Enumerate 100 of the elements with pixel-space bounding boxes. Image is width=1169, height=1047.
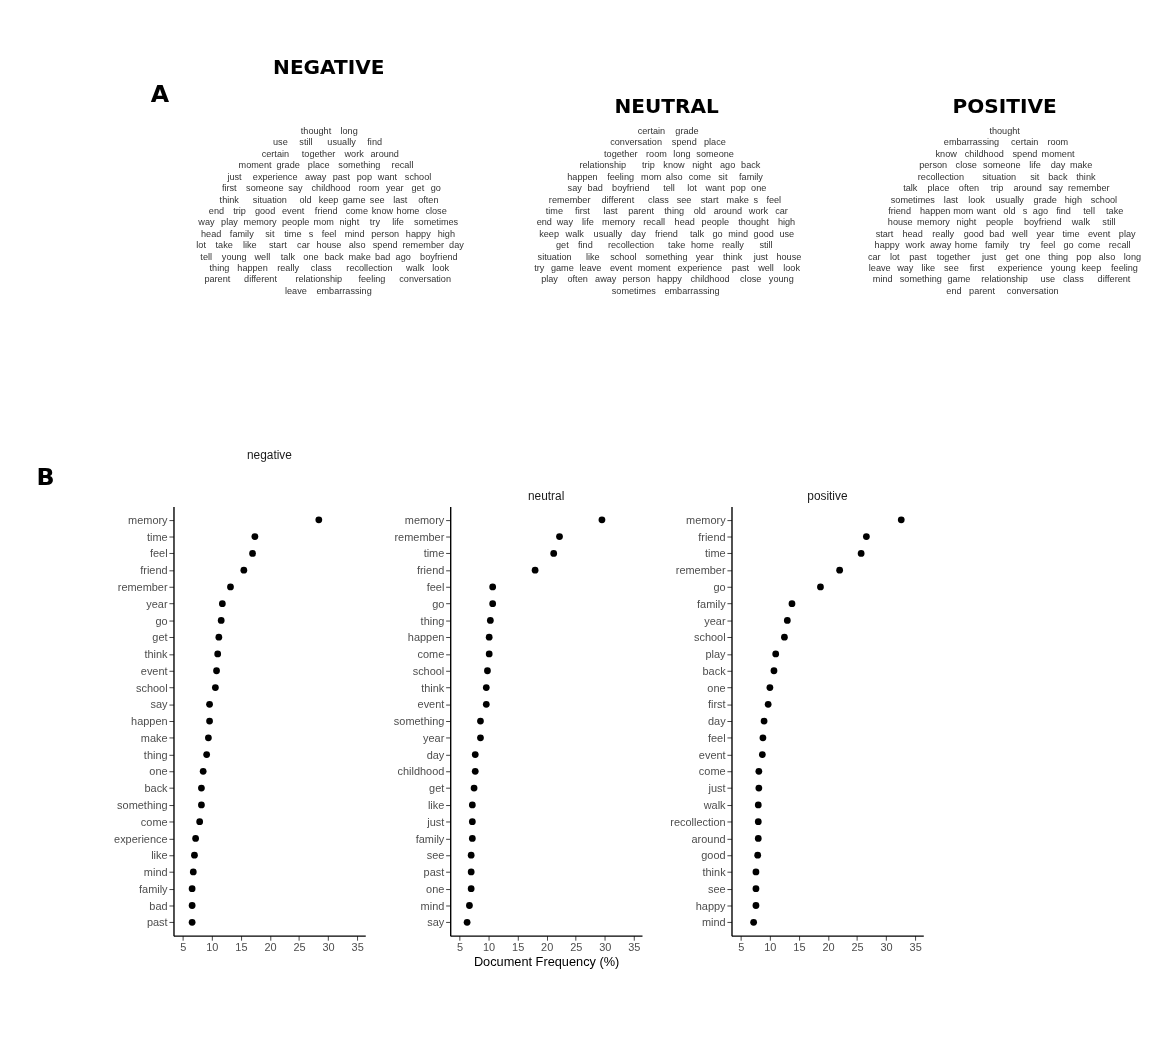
category-label: situation (537, 251, 572, 262)
category-label: way (197, 217, 215, 228)
point (206, 717, 213, 725)
category-label: year (1036, 228, 1055, 239)
point (755, 784, 763, 792)
category-label: experience (997, 263, 1043, 274)
category-label: event (1087, 228, 1111, 239)
point (227, 583, 234, 591)
point (466, 902, 473, 909)
y-tick-label: one (707, 681, 726, 694)
category-label: people (985, 217, 1014, 228)
category-label: s (308, 228, 314, 239)
category-label: lot (889, 251, 901, 262)
category-label: car (297, 240, 310, 251)
point (484, 667, 491, 675)
category-label: trip (233, 205, 246, 216)
y-tick-label: day (707, 715, 727, 728)
category-label: place (307, 160, 330, 171)
category-label: away (305, 171, 327, 182)
x-tick-label: 10 (764, 940, 777, 953)
point (213, 667, 220, 675)
y-tick-label: like (151, 849, 168, 862)
category-label: remember (1068, 183, 1110, 194)
point (770, 667, 778, 675)
category-label: event (609, 263, 633, 274)
y-tick-label: experience (114, 832, 168, 845)
category-label: situation (252, 194, 287, 205)
category-label: moment (637, 263, 672, 274)
category-label: young (221, 251, 247, 262)
category-label: start (268, 240, 288, 251)
y-tick-label: friend (140, 564, 168, 577)
category-label: last (393, 194, 408, 205)
point (196, 818, 204, 826)
category-label: trip (990, 183, 1004, 194)
y-tick-label: time (146, 530, 168, 543)
point (752, 868, 760, 876)
category-label: play (221, 217, 239, 228)
y-tick-label: year (423, 731, 445, 744)
category-label: back (324, 251, 345, 262)
category-label: friend (655, 228, 678, 239)
category-label: keep (539, 228, 560, 239)
y-tick-label: something (117, 799, 168, 811)
point (482, 684, 490, 691)
y-tick-label: past (146, 916, 168, 929)
category-label: home (690, 240, 714, 251)
y-tick-label: like (427, 799, 445, 811)
y-tick-label: one (426, 882, 445, 895)
category-label: usually (327, 137, 357, 148)
category-label: close (955, 160, 977, 171)
x-tick-label: 30 (322, 940, 335, 953)
category-label: sometimes (414, 217, 459, 228)
category-label: try (534, 263, 545, 274)
category-label: sometimes (890, 194, 936, 205)
category-label: pop (730, 183, 746, 194)
category-label: class (1062, 274, 1085, 285)
category-label: together (604, 148, 638, 159)
category-label: old (1003, 205, 1016, 216)
category-label: around (1013, 183, 1042, 194)
category-label: use (779, 228, 795, 239)
y-tick-label: feel (707, 731, 726, 744)
category-label: room (358, 183, 380, 194)
category-label: get (556, 240, 570, 251)
point (468, 818, 476, 826)
category-label: trip (642, 160, 655, 171)
category-label: end (536, 217, 552, 228)
category-label: life (392, 217, 404, 228)
y-tick-label: one (149, 765, 168, 778)
category-label: friend (888, 205, 911, 216)
category-label: class (648, 194, 670, 205)
category-label: people (701, 217, 730, 228)
point (470, 784, 478, 792)
y-tick-label: something (393, 715, 445, 728)
point (531, 566, 539, 574)
category-label: often (567, 274, 588, 285)
category-label: sit (1030, 171, 1040, 182)
category-label: high (777, 217, 796, 228)
category-label: boyfriend (1023, 217, 1062, 228)
category-label: like (921, 263, 936, 274)
text: NEGATIVE (273, 55, 385, 80)
category-label: different (244, 274, 278, 285)
category-label: head (902, 228, 923, 239)
point (755, 767, 763, 775)
y-tick-label: memory (128, 513, 169, 526)
x-tick-label: 15 (235, 940, 248, 953)
point (198, 784, 205, 792)
y-tick-label: childhood (397, 765, 445, 778)
category-label: feel (1040, 240, 1056, 251)
category-label: boyfriend (612, 183, 650, 194)
category-label: think (219, 194, 240, 205)
category-label: conversation (610, 137, 662, 148)
category-label: one (303, 251, 319, 262)
text: NEUTRAL (614, 93, 720, 118)
category-label: see (944, 263, 959, 274)
category-label: mom (641, 171, 662, 182)
y-tick-label: come (698, 765, 726, 778)
category-label: conversation (1006, 285, 1059, 296)
category-label: day (1050, 160, 1066, 171)
y-tick-label: back (144, 782, 169, 795)
category-label: know (935, 148, 958, 159)
x-tick-label: 35 (628, 940, 641, 953)
